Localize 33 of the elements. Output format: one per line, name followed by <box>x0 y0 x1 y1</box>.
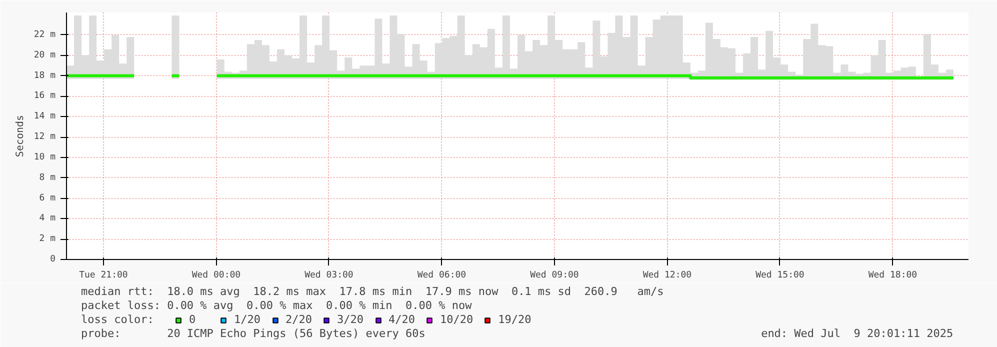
y-tick-label: 20 m <box>34 50 56 60</box>
legend-label: 2/20 <box>286 313 312 326</box>
legend-label: 3/20 <box>337 313 364 326</box>
legend-label: 10/20 <box>440 313 474 326</box>
y-tick-label: 10 m <box>34 152 56 162</box>
y-tick-label: 12 m <box>34 132 56 142</box>
x-tick-label: Wed 12:00 <box>642 270 692 280</box>
legend-label: 0 <box>189 313 197 326</box>
legend-title: loss color: <box>80 313 154 326</box>
text: end: Wed Jul 9 20:01:11 2025 <box>761 327 954 340</box>
y-axis-title: Seconds <box>14 114 26 158</box>
text: packet loss: 0.00 % avg 0.00 % max 0.00 % min 0.00 % now <box>80 299 472 312</box>
y-tick-label: 2 m <box>39 234 56 244</box>
x-tick-label: Tue 21:00 <box>79 270 128 280</box>
y-tick-label: 0 <box>50 254 56 264</box>
y-tick-label: 14 m <box>34 112 56 122</box>
legend-label: 1/20 <box>234 313 260 326</box>
legend-label: 19/20 <box>498 313 532 326</box>
y-tick-label: 18 m <box>34 70 56 81</box>
y-tick-label: 4 m <box>39 214 56 224</box>
y-tick-label: 16 m <box>34 91 56 102</box>
text: probe: 20 ICMP Echo Pings (56 Bytes) every 60s <box>80 327 426 340</box>
text: median rtt: 18.0 ms avg 18.2 ms max 17.8 ms min 17.9 ms now 0.1 ms sd 260.9 am/s <box>80 285 664 298</box>
x-tick-label: Wed 15:00 <box>756 270 804 280</box>
y-tick-label: 22 m <box>34 30 56 40</box>
x-tick-label: Wed 06:00 <box>417 270 466 280</box>
x-tick-label: Wed 00:00 <box>192 270 241 280</box>
y-tick-label: 6 m <box>39 193 56 204</box>
x-tick-label: Wed 03:00 <box>304 270 354 280</box>
x-tick-label: Wed 09:00 <box>530 270 579 280</box>
y-tick-label: 8 m <box>39 172 56 183</box>
x-tick-label: Wed 18:00 <box>868 270 918 280</box>
legend-label: 4/20 <box>388 313 415 326</box>
